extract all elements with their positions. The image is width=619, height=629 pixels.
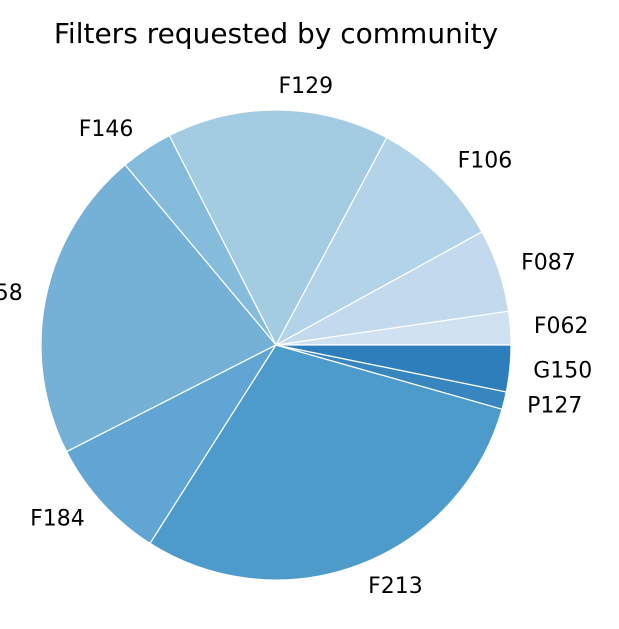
slice-label-f213: F213: [368, 574, 423, 599]
slice-label-p127: P127: [527, 394, 582, 419]
pie-slice-f106: [275, 137, 483, 346]
slice-label-f146: F146: [79, 117, 134, 142]
pie-slices: [40, 109, 512, 581]
chart-title: Filters requested by community: [54, 17, 498, 50]
pie-slice-f129: [168, 109, 388, 346]
pie-slice-f213: [149, 344, 503, 581]
pie-slice-f184: [66, 344, 277, 545]
slice-label-f158: F158: [0, 281, 23, 306]
slice-label-f087: F087: [521, 250, 576, 275]
slice-label-g150: G150: [533, 358, 592, 383]
slice-label-f106: F106: [458, 149, 513, 174]
slice-label-f129: F129: [278, 74, 333, 99]
pie-slice-g150: [275, 344, 512, 393]
pie-slice-f158: [40, 164, 277, 453]
slice-label-f062: F062: [534, 314, 589, 339]
slice-label-f184: F184: [30, 506, 85, 531]
pie-labels: F062 F087 F106 F129 F146 F158 F184 F213 P127 G150: [0, 74, 592, 599]
